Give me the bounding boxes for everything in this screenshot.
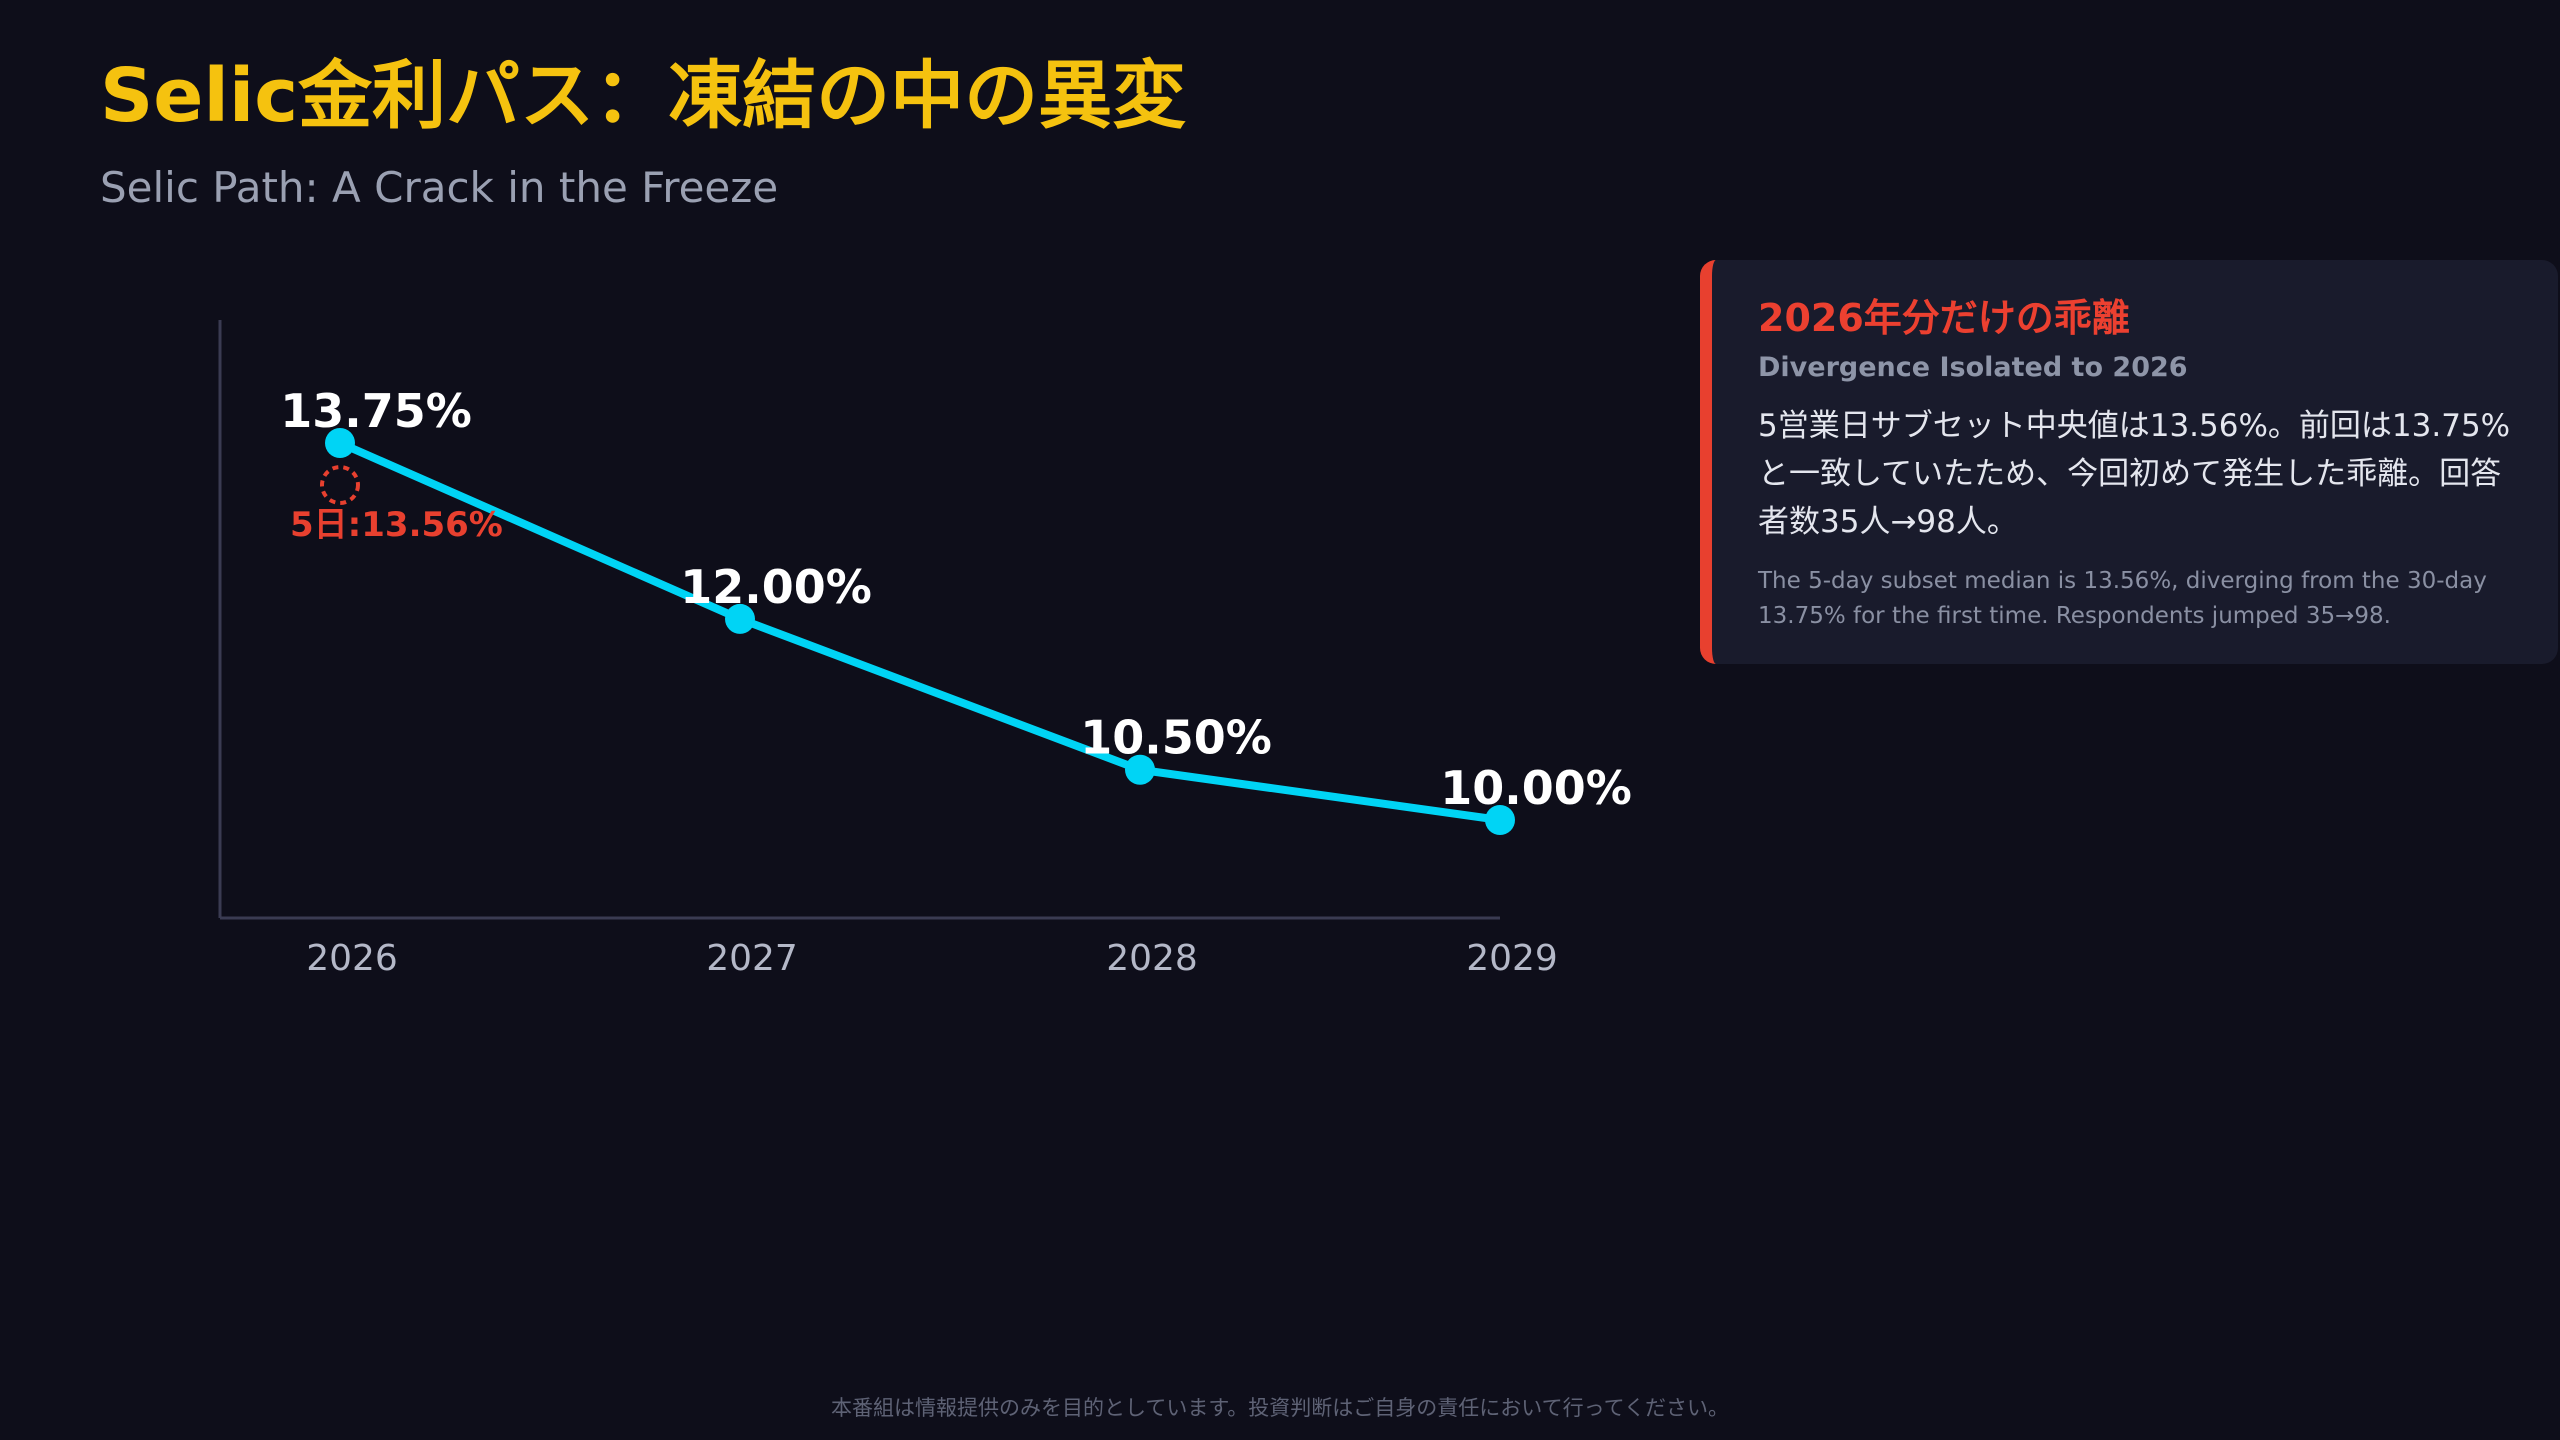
data-label: 12.00% (680, 560, 872, 614)
callout-note: The 5-day subset median is 13.56%, diver… (1758, 567, 2487, 629)
page-title: Selic金利パス：凍結の中の異変 (100, 53, 1187, 139)
series-line (338, 439, 1501, 824)
x-tick-label: 2027 (706, 938, 798, 979)
data-label: 10.00% (1440, 761, 1632, 815)
callout-title: 2026年分だけの乖離 (1758, 296, 2130, 340)
data-label: 10.50% (1080, 711, 1272, 765)
disclaimer: 本番組は情報提供のみを目的としています。投資判断はご自身の責任において行ってくだ… (831, 1396, 1729, 1420)
subset-median-marker (320, 465, 360, 505)
data-point (725, 603, 755, 634)
data-point (1125, 754, 1155, 785)
data-label: 13.75% (280, 384, 472, 438)
page-subtitle: Selic Path: A Crack in the Freeze (100, 163, 779, 212)
x-tick-label: 2026 (306, 938, 398, 979)
subset-median-label: 5日:13.56% (290, 505, 503, 545)
data-point (325, 428, 355, 458)
data-point (1485, 805, 1515, 835)
x-tick-label: 2028 (1106, 938, 1198, 979)
selic-path-chart: 2026 2027 2028 2029 13.75% 12.00% 10.50% 10.00%… (218, 320, 1632, 979)
divergence-callout: 2026年分だけの乖離 Divergence Isolated to 2026 … (1700, 260, 2558, 664)
callout-subtitle: Divergence Isolated to 2026 (1758, 351, 2188, 383)
callout-body: 5営業日サブセット中央値は13.56%。前回は13.75%と一致していたため、今… (1758, 407, 2511, 540)
x-tick-label: 2029 (1466, 938, 1558, 979)
